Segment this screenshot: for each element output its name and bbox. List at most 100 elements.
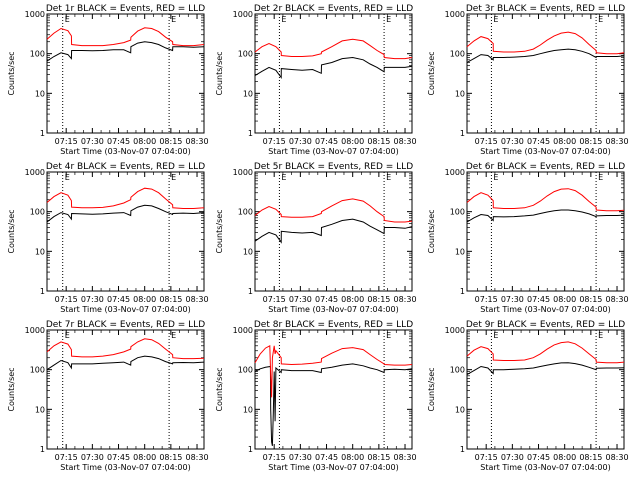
event-marker-label: E	[171, 15, 176, 24]
y-tick-label: 1000	[25, 10, 45, 19]
x-tick-label: 07:45	[315, 137, 338, 146]
x-tick-label: 07:45	[107, 453, 130, 462]
x-tick-label: 08:15	[579, 295, 602, 304]
panel-title: Det 5r BLACK = Events, RED = LLD	[254, 162, 413, 172]
y-tick-label: 100	[30, 50, 45, 59]
series-line-lld	[46, 338, 205, 360]
x-tick-label: 08:30	[393, 295, 416, 304]
series-line-lld	[254, 344, 413, 398]
y-axis-label: Counts/sec	[427, 209, 436, 253]
x-tick-label: 07:30	[81, 295, 104, 304]
x-axis-label: Start Time (03-Nov-07 07:04:00)	[268, 147, 398, 156]
x-tick-label: 08:15	[579, 453, 602, 462]
x-tick-label: 07:15	[55, 453, 78, 462]
y-tick-label: 10	[455, 89, 465, 98]
y-tick-label: 10	[243, 405, 253, 414]
x-tick-label: 08:30	[605, 295, 628, 304]
event-marker-label: E	[281, 331, 286, 340]
panel-title: Det 3r BLACK = Events, RED = LLD	[466, 4, 625, 14]
x-axis-label: Start Time (03-Nov-07 07:04:00)	[268, 463, 398, 472]
x-tick-label: 07:15	[263, 137, 286, 146]
series-line-events	[46, 355, 205, 371]
detector-panel-3: Det 3r BLACK = Events, RED = LLD 1 10 100 10…	[427, 4, 629, 156]
series-line-events	[466, 362, 625, 376]
x-tick-label: 07:45	[527, 295, 550, 304]
event-marker-label: E	[493, 173, 498, 182]
x-tick-label: 08:30	[605, 137, 628, 146]
x-axis-label: Start Time (03-Nov-07 07:04:00)	[60, 463, 190, 472]
event-marker-label: E	[598, 15, 603, 24]
panel-title: Det 8r BLACK = Events, RED = LLD	[254, 320, 413, 330]
series-line-events	[466, 209, 625, 223]
x-tick-label: 07:30	[289, 453, 312, 462]
x-tick-label: 08:15	[159, 295, 182, 304]
x-tick-label: 07:15	[55, 137, 78, 146]
detector-panel-8: Det 8r BLACK = Events, RED = LLD 1 10 100 10…	[215, 320, 417, 472]
y-axis-label: Counts/sec	[7, 367, 16, 411]
series-line-lld	[254, 38, 413, 60]
y-tick-label: 1	[460, 445, 465, 454]
x-tick-label: 08:00	[133, 137, 156, 146]
y-tick-label: 10	[35, 89, 45, 98]
x-tick-label: 07:30	[501, 137, 524, 146]
plot-frame	[46, 171, 205, 292]
x-tick-label: 08:30	[605, 453, 628, 462]
x-tick-label: 07:45	[315, 295, 338, 304]
x-tick-label: 08:30	[185, 137, 208, 146]
series-line-events	[466, 48, 625, 63]
x-axis-label: Start Time (03-Nov-07 07:04:00)	[60, 147, 190, 156]
x-tick-label: 07:15	[475, 295, 498, 304]
y-tick-label: 1000	[25, 168, 45, 177]
x-tick-label: 08:30	[185, 453, 208, 462]
y-tick-label: 10	[35, 247, 45, 256]
plot-frame	[466, 329, 625, 450]
event-marker-label: E	[598, 331, 603, 340]
x-tick-label: 08:00	[133, 295, 156, 304]
x-tick-label: 07:30	[501, 453, 524, 462]
y-tick-label: 100	[30, 366, 45, 375]
x-tick-label: 08:30	[185, 295, 208, 304]
y-tick-label: 1	[460, 287, 465, 296]
event-marker-label: E	[65, 331, 70, 340]
series-line-events	[254, 218, 413, 244]
y-tick-label: 100	[450, 366, 465, 375]
plot-frame	[466, 13, 625, 134]
x-tick-label: 08:30	[393, 453, 416, 462]
x-tick-label: 07:15	[263, 453, 286, 462]
event-marker-label: E	[171, 173, 176, 182]
detector-panel-6: Det 6r BLACK = Events, RED = LLD 1 10 100 10…	[427, 162, 629, 314]
x-tick-label: 07:30	[289, 137, 312, 146]
x-tick-label: 08:15	[159, 137, 182, 146]
y-tick-label: 10	[35, 405, 45, 414]
x-tick-label: 07:45	[107, 137, 130, 146]
x-axis-label: Start Time (03-Nov-07 07:04:00)	[60, 305, 190, 314]
x-tick-label: 07:15	[55, 295, 78, 304]
x-tick-label: 08:00	[553, 295, 576, 304]
x-tick-label: 07:45	[527, 453, 550, 462]
plot-frame	[466, 171, 625, 292]
y-axis-label: Counts/sec	[427, 367, 436, 411]
x-tick-label: 07:15	[475, 137, 498, 146]
y-tick-label: 1000	[445, 10, 465, 19]
x-tick-label: 07:45	[527, 137, 550, 146]
plot-frame	[254, 329, 413, 450]
y-tick-label: 10	[243, 89, 253, 98]
series-line-lld	[254, 198, 413, 223]
plot-frame	[46, 329, 205, 450]
y-axis-label: Counts/sec	[427, 51, 436, 95]
x-tick-label: 07:15	[475, 453, 498, 462]
plot-frame	[46, 13, 205, 134]
x-tick-label: 08:00	[133, 453, 156, 462]
y-tick-label: 1	[248, 129, 253, 138]
panel-title: Det 4r BLACK = Events, RED = LLD	[46, 162, 205, 172]
x-tick-label: 08:15	[367, 295, 390, 304]
x-axis-label: Start Time (03-Nov-07 07:04:00)	[480, 305, 610, 314]
y-tick-label: 1000	[25, 326, 45, 335]
y-tick-label: 100	[238, 208, 253, 217]
x-axis-label: Start Time (03-Nov-07 07:04:00)	[480, 147, 610, 156]
event-marker-label: E	[281, 173, 286, 182]
panel-title: Det 1r BLACK = Events, RED = LLD	[46, 4, 205, 14]
event-marker-label: E	[493, 331, 498, 340]
panel-title: Det 9r BLACK = Events, RED = LLD	[466, 320, 625, 330]
